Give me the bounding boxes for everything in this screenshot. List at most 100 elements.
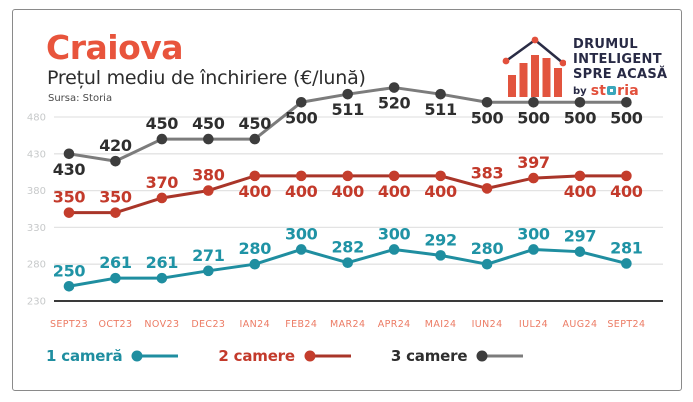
- data-point-3-camere: [249, 133, 261, 145]
- data-label-3-camere: 450: [192, 114, 225, 133]
- legend-item-2-camere: 2 camere: [218, 347, 352, 365]
- data-label-1-camer-: 297: [564, 227, 597, 246]
- data-label-3-camere: 520: [378, 94, 411, 113]
- data-point-3-camere: [156, 133, 168, 145]
- legend-label: 2 camere: [218, 347, 295, 365]
- legend-marker-dot-line-icon: [304, 350, 351, 362]
- data-label-3-camere: 500: [610, 108, 643, 127]
- x-tick-label: IUN24: [472, 319, 503, 330]
- data-label-3-camere: 500: [471, 108, 504, 127]
- data-point-2-camere: [388, 170, 400, 182]
- data-label-1-camer-: 261: [146, 253, 179, 272]
- x-tick-label: OCT23: [98, 319, 132, 330]
- data-label-1-camer-: 250: [53, 261, 86, 280]
- data-label-1-camer-: 271: [192, 246, 225, 265]
- storia-o-icon: [607, 86, 617, 95]
- logo-line-1: DRUMUL: [573, 37, 638, 52]
- data-point-2-camere: [528, 172, 539, 184]
- data-label-2-camere: 350: [99, 188, 132, 207]
- data-point-2-camere: [574, 170, 586, 182]
- legend-marker-dot-line-icon: [476, 350, 524, 362]
- data-point-1-camer-: [528, 244, 539, 255]
- data-label-3-camere: 420: [99, 136, 132, 155]
- logo-line-3: SPRE ACASĂ: [573, 67, 668, 82]
- legend-label: 1 cameră: [46, 347, 123, 365]
- y-tick-label: 230: [27, 297, 46, 308]
- data-point-1-camer-: [203, 265, 214, 277]
- data-label-1-camer-: 300: [285, 224, 318, 243]
- data-label-2-camere: 370: [146, 173, 179, 192]
- data-point-1-camer-: [481, 258, 493, 270]
- x-tick-label: APR24: [378, 319, 411, 330]
- data-point-2-camere: [481, 183, 493, 194]
- data-label-3-camere: 500: [517, 108, 550, 127]
- data-point-2-camere: [621, 170, 632, 182]
- x-tick-label: SEPT23: [50, 319, 88, 330]
- data-label-2-camere: 400: [564, 182, 597, 201]
- data-label-3-camere: 511: [331, 100, 364, 119]
- x-tick-label: FEB24: [285, 319, 317, 330]
- y-tick-label: 380: [27, 186, 46, 197]
- data-label-3-camere: 430: [53, 160, 86, 179]
- y-tick-label: 430: [27, 149, 46, 160]
- data-point-3-camere: [203, 133, 214, 145]
- data-point-3-camere: [481, 96, 493, 108]
- legend-item-1-camera: 1 cameră: [46, 347, 180, 365]
- data-point-1-camer-: [435, 250, 446, 261]
- data-point-1-camer-: [156, 272, 168, 284]
- data-label-2-camere: 400: [331, 182, 364, 201]
- page-title: Craiova: [46, 28, 184, 67]
- data-point-1-camer-: [295, 244, 307, 255]
- data-label-2-camere: 380: [192, 166, 225, 185]
- data-point-3-camere: [110, 155, 121, 167]
- data-point-3-camere: [435, 88, 446, 100]
- legend-label: 3 camere: [390, 347, 468, 365]
- logo-byline: by st ria: [573, 83, 667, 99]
- logo-by-label: by: [573, 86, 587, 97]
- y-tick-label: 330: [27, 223, 46, 234]
- data-label-3-camere: 511: [424, 100, 457, 119]
- data-label-1-camer-: 292: [424, 230, 457, 249]
- data-label-1-camer-: 280: [239, 239, 272, 258]
- source-note: Sursa: Storia: [48, 93, 113, 104]
- data-label-3-camere: 500: [285, 108, 318, 127]
- data-label-3-camere: 500: [564, 108, 597, 127]
- x-tick-label: NOV23: [144, 319, 179, 330]
- storia-logo: DRUMUL INTELIGENT SPRE ACASĂ by st ria: [502, 31, 672, 103]
- data-point-2-camere: [435, 170, 446, 182]
- data-label-2-camere: 397: [517, 153, 550, 172]
- data-label-3-camere: 450: [146, 114, 179, 133]
- x-tick-label: IAN24: [240, 319, 271, 330]
- data-point-2-camere: [156, 192, 168, 204]
- x-tick-label: SEPT24: [607, 319, 645, 330]
- data-point-3-camere: [295, 96, 307, 108]
- data-label-1-camer-: 261: [99, 253, 132, 272]
- data-point-3-camere: [388, 82, 400, 93]
- data-point-2-camere: [249, 170, 261, 182]
- data-label-1-camer-: 282: [331, 238, 364, 257]
- data-label-2-camere: 350: [53, 188, 86, 207]
- data-label-3-camere: 450: [239, 114, 272, 133]
- data-point-1-camer-: [63, 280, 75, 292]
- data-label-2-camere: 383: [471, 163, 504, 182]
- chart-legend: 1 cameră 2 camere 3 camere: [46, 347, 525, 365]
- brand-name: st ria: [590, 83, 639, 99]
- data-point-3-camere: [342, 88, 354, 100]
- data-point-2-camere: [63, 207, 75, 218]
- data-label-2-camere: 400: [239, 182, 272, 201]
- x-tick-label: AUG24: [562, 319, 597, 330]
- data-point-3-camere: [574, 96, 586, 108]
- data-point-1-camer-: [110, 272, 121, 284]
- x-tick-label: IUL24: [519, 319, 548, 330]
- data-point-3-camere: [528, 96, 539, 108]
- chart-subtitle: Prețul mediu de închiriere (€/lună): [47, 67, 366, 89]
- data-point-1-camer-: [574, 246, 586, 257]
- data-label-2-camere: 400: [424, 182, 457, 201]
- house-bars-icon: [502, 36, 566, 97]
- x-tick-label: MAR24: [330, 319, 365, 330]
- x-tick-label: MAI24: [425, 319, 457, 330]
- y-tick-label: 280: [27, 260, 46, 271]
- data-point-1-camer-: [621, 258, 632, 269]
